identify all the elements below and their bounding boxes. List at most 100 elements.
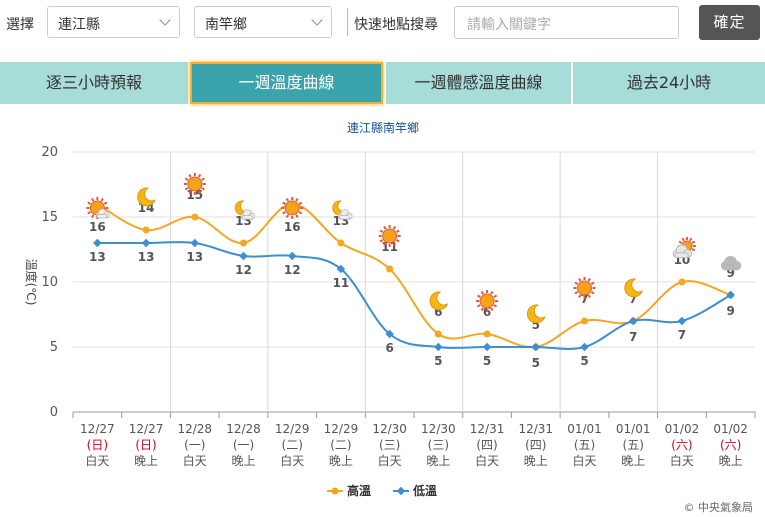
- cloud-icon: [240, 209, 256, 220]
- data-point-low: [531, 342, 541, 352]
- x-tick-weekday: (一): [233, 438, 254, 452]
- x-tick-weekday: (日): [87, 438, 108, 452]
- confirm-button[interactable]: 確定: [699, 5, 760, 40]
- legend-label-low: 低溫: [412, 483, 437, 498]
- data-label-low: 5: [434, 354, 442, 368]
- x-tick-date: 01/02: [665, 422, 700, 436]
- x-tick-weekday: (五): [623, 438, 644, 452]
- data-point-low: [385, 329, 394, 339]
- data-label-low: 7: [629, 330, 637, 344]
- data-point-low: [677, 316, 687, 326]
- x-tick-period: 白天: [475, 453, 499, 468]
- data-label-high: 5: [532, 318, 540, 332]
- chart-title: 連江縣南竿鄉: [347, 120, 419, 135]
- y-tick-label: 15: [41, 210, 58, 225]
- x-tick-period: 白天: [670, 453, 694, 468]
- y-tick-label: 0: [50, 405, 58, 420]
- x-tick-period: 晚上: [329, 454, 353, 468]
- x-tick-date: 12/27: [80, 422, 115, 436]
- data-label-low: 5: [483, 354, 491, 368]
- data-label-high: 6: [434, 305, 442, 319]
- y-tick-label: 10: [41, 275, 58, 290]
- data-point-low: [93, 238, 102, 248]
- data-point-low: [434, 342, 443, 352]
- data-point-high: [142, 226, 150, 234]
- sun-icon: [476, 290, 499, 312]
- data-label-low: 7: [678, 328, 686, 342]
- x-tick-period: 白天: [183, 453, 207, 468]
- x-tick-period: 晚上: [524, 454, 548, 468]
- county-value: 連江縣: [58, 17, 100, 33]
- tab-weekly-apparent-temperature[interactable]: 一週體感溫度曲線: [386, 62, 571, 104]
- x-tick-date: 12/30: [421, 422, 456, 436]
- township-select[interactable]: 南竿鄉: [194, 6, 332, 38]
- x-tick-period: 白天: [85, 453, 109, 468]
- search-input[interactable]: 請輸入關鍵字: [454, 6, 679, 39]
- data-point-low: [580, 342, 589, 352]
- x-tick-date: 12/29: [275, 422, 310, 436]
- tab-past-24-hours[interactable]: 過去24小時: [573, 62, 765, 104]
- x-tick-weekday: (二): [282, 438, 303, 452]
- search-bar: 選擇 連江縣 南竿鄉 快速地點搜尋 請輸入關鍵字 確定: [0, 0, 765, 46]
- x-tick-weekday: (四): [525, 438, 546, 452]
- copyright: © 中央氣象局: [683, 501, 754, 514]
- x-tick-period: 晚上: [134, 454, 158, 468]
- x-tick-period: 晚上: [426, 454, 450, 468]
- data-point-high: [483, 330, 491, 338]
- x-tick-date: 12/28: [177, 422, 212, 436]
- tab-bar: 逐三小時預報 一週溫度曲線 一週體感溫度曲線 過去24小時: [0, 62, 765, 104]
- moon-icon: [429, 291, 449, 311]
- x-tick-weekday: (二): [330, 438, 351, 452]
- cloud-icon: [337, 209, 353, 220]
- data-label-low: 13: [89, 250, 106, 264]
- moon-icon: [137, 187, 156, 207]
- x-tick-weekday: (四): [476, 438, 497, 452]
- x-tick-date: 01/01: [616, 422, 651, 436]
- chevron-down-icon: [159, 14, 171, 26]
- data-label-high: 16: [89, 220, 106, 234]
- divider: [347, 8, 348, 36]
- sun-icon: [281, 197, 304, 219]
- data-point-low: [239, 251, 248, 261]
- moon-icon: [624, 278, 643, 298]
- x-tick-period: 晚上: [231, 454, 255, 468]
- y-tick-label: 20: [41, 145, 58, 160]
- x-tick-weekday: (三): [379, 438, 400, 452]
- tab-weekly-temperature[interactable]: 一週溫度曲線: [190, 62, 383, 104]
- x-tick-weekday: (六): [720, 438, 741, 452]
- x-tick-date: 12/31: [470, 422, 505, 436]
- x-tick-date: 01/01: [567, 422, 602, 436]
- data-point-high: [386, 265, 394, 273]
- data-label-low: 9: [726, 304, 734, 318]
- series-line-high: [96, 202, 731, 349]
- chevron-down-icon: [311, 14, 323, 26]
- sun-icon: [573, 277, 596, 299]
- county-select[interactable]: 連江縣: [47, 6, 180, 38]
- data-label-high: 16: [284, 220, 301, 234]
- data-label-high: 9: [726, 266, 734, 280]
- data-point-low: [141, 238, 151, 248]
- x-tick-period: 白天: [280, 453, 304, 468]
- y-axis-label: 溫度(℃): [24, 259, 39, 306]
- cloud-icon: [95, 208, 110, 219]
- data-label-low: 5: [580, 354, 588, 368]
- data-label-low: 12: [235, 263, 252, 277]
- x-tick-period: 白天: [378, 453, 402, 468]
- x-tick-period: 晚上: [621, 454, 645, 468]
- data-label-high: 7: [629, 292, 637, 306]
- data-point-low: [628, 316, 638, 326]
- legend-marker-low: [396, 486, 406, 496]
- series-line-low: [97, 241, 732, 350]
- data-point-low: [482, 342, 492, 352]
- sun-icon: [183, 173, 206, 195]
- data-label-low: 13: [138, 250, 155, 264]
- x-tick-weekday: (六): [671, 438, 692, 452]
- data-label-low: 11: [333, 276, 350, 290]
- data-point-low: [726, 290, 735, 300]
- legend-label-high: 高溫: [347, 483, 371, 498]
- tab-3hour-forecast[interactable]: 逐三小時預報: [0, 62, 188, 104]
- quick-search-label: 快速地點搜尋: [354, 17, 438, 33]
- data-point-high: [191, 213, 199, 221]
- moon-icon: [527, 304, 546, 324]
- x-tick-date: 12/30: [372, 422, 407, 436]
